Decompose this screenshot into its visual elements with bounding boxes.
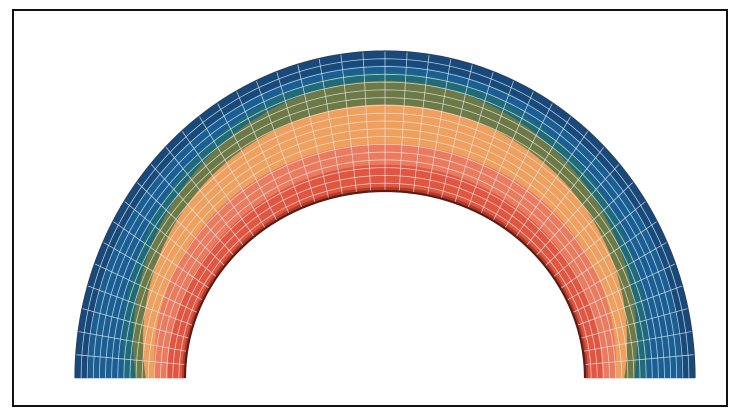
mesh-spoke-line <box>362 51 372 192</box>
mesh-spoke-line <box>398 51 408 192</box>
mesh-spoke-line <box>165 146 244 247</box>
mesh-spoke-line <box>181 130 255 237</box>
half-annulus-contour-plot <box>74 50 696 379</box>
mesh-spoke-line <box>552 200 647 278</box>
mesh-spoke-line <box>492 102 553 221</box>
mesh-spoke-line <box>255 80 303 209</box>
mesh-spoke-line <box>535 163 620 256</box>
mesh-spoke-line <box>504 116 572 229</box>
mesh-spoke-line <box>112 220 210 289</box>
outer-edge <box>74 50 696 379</box>
mesh-spoke-line <box>576 285 683 326</box>
mesh-spoke-line <box>198 116 266 229</box>
mesh-spoke-line <box>75 354 186 366</box>
mesh-spoke-line <box>102 241 204 301</box>
mesh-spoke-line <box>81 308 190 339</box>
mesh-grid <box>75 51 695 379</box>
mesh-spoke-line <box>150 163 235 256</box>
mesh-spoke-line <box>217 102 278 221</box>
mesh-spoke-line <box>582 331 692 352</box>
mesh-spoke-line <box>467 80 515 209</box>
mesh-spoke-line <box>276 71 316 203</box>
annulus-edges <box>74 50 696 379</box>
mesh-spoke-line <box>78 331 188 352</box>
mesh-spoke-line <box>136 181 226 267</box>
mesh-spoke-line <box>560 220 658 289</box>
mesh-spoke-line <box>580 308 689 339</box>
mesh-spoke-line <box>123 200 218 278</box>
mesh-spoke-line <box>526 146 605 247</box>
mesh-spoke-line <box>584 354 695 366</box>
inner-edge <box>183 189 587 379</box>
contour-bands <box>74 50 696 379</box>
mesh-spoke-line <box>340 54 357 193</box>
mesh-spoke-line <box>94 263 198 314</box>
mesh-spoke-line <box>515 130 589 237</box>
mesh-spoke-line <box>87 285 194 326</box>
mesh-spoke-line <box>480 90 534 215</box>
mesh-spoke-line <box>572 263 676 314</box>
mesh-spoke-line <box>427 58 452 196</box>
mesh-spoke-line <box>544 181 634 267</box>
mesh-spoke-line <box>297 64 330 199</box>
mesh-spoke-line <box>454 71 494 203</box>
mesh-spoke-line <box>440 64 473 199</box>
mesh-spoke-line <box>413 54 430 193</box>
mesh-spoke-line <box>236 90 290 215</box>
mesh-spoke-line <box>566 241 668 301</box>
mesh-spoke-line <box>318 58 343 196</box>
figure-frame <box>12 9 728 407</box>
